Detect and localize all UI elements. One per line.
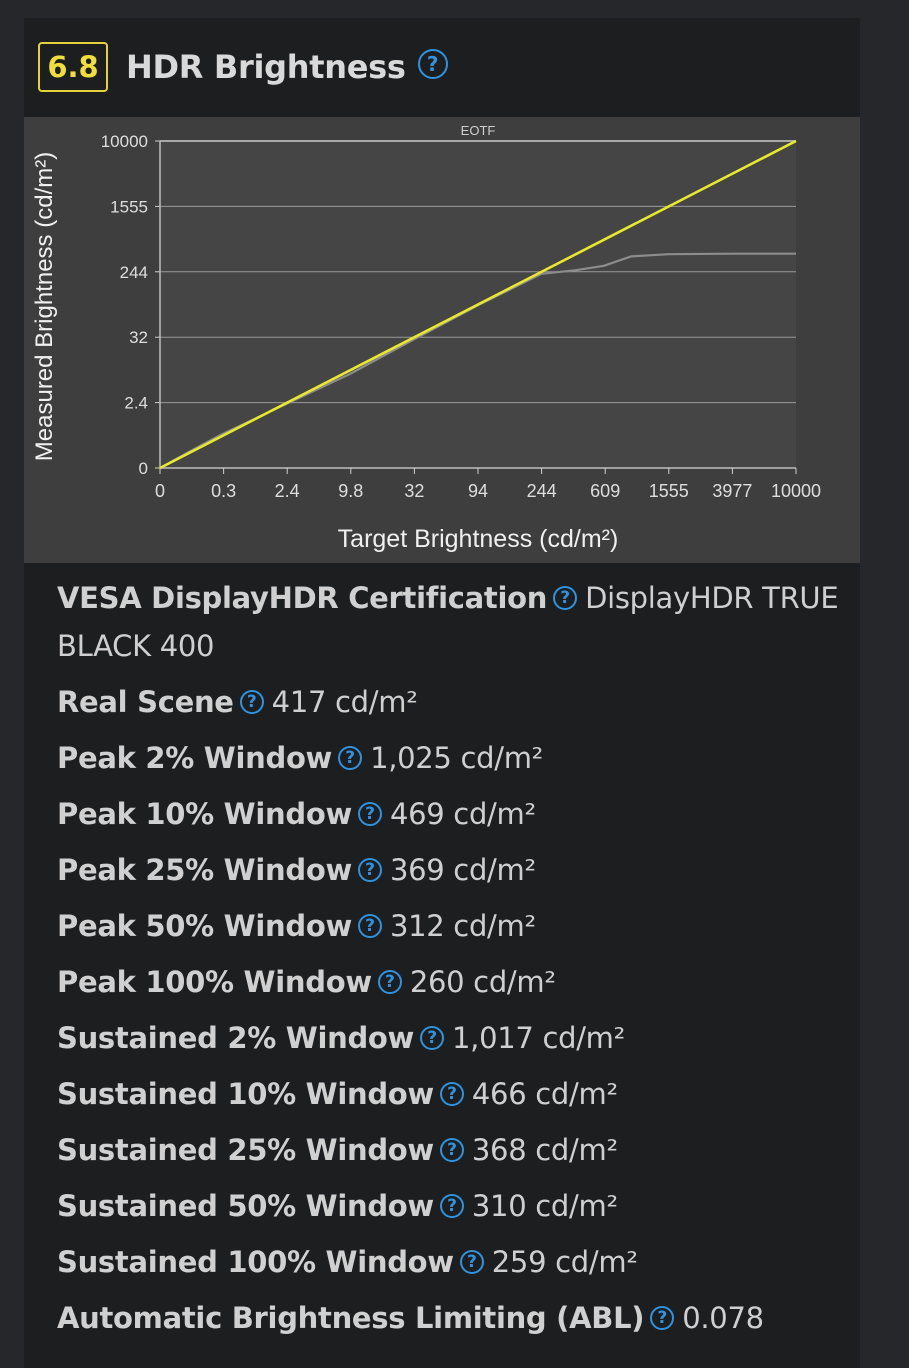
spec-value: 1,017 cd/m²	[452, 1021, 625, 1055]
reference-eotf-line	[159, 139, 797, 470]
y-axis-label: Measured Brightness (cd/m²)	[31, 152, 58, 461]
spec-value: DisplayHDR TRUE BLACK 400	[57, 581, 839, 663]
spec-row: Sustained 25% Window? 368 cd/m²	[57, 1126, 847, 1174]
spec-value: 259 cd/m²	[491, 1245, 638, 1279]
spec-row: Sustained 50% Window? 310 cd/m²	[57, 1182, 847, 1230]
spec-label: Sustained 100% Window	[57, 1245, 454, 1279]
question-circle-icon[interactable]: ?	[420, 1026, 445, 1050]
spec-row: Peak 10% Window? 469 cd/m²	[57, 790, 847, 838]
spec-row: Sustained 2% Window? 1,017 cd/m²	[57, 1014, 847, 1062]
spec-label: Sustained 10% Window	[57, 1077, 434, 1111]
question-circle-icon[interactable]: ?	[417, 49, 448, 79]
spec-label: Sustained 25% Window	[57, 1133, 434, 1167]
spec-value: 310 cd/m²	[471, 1189, 618, 1223]
question-circle-icon[interactable]: ?	[357, 802, 382, 826]
spec-row: Sustained 100% Window? 259 cd/m²	[57, 1238, 847, 1286]
spec-row: Peak 50% Window? 312 cd/m²	[57, 902, 847, 950]
spec-row: VESA DisplayHDR Certification? DisplayHDR…	[57, 574, 847, 670]
spec-row: Automatic Brightness Limiting (ABL)? 0.07…	[57, 1294, 847, 1342]
question-circle-icon[interactable]: ?	[650, 1306, 675, 1330]
spec-label: Automatic Brightness Limiting (ABL)	[57, 1301, 645, 1335]
spec-value: 1,025 cd/m²	[370, 741, 543, 775]
x-tick-label: 3977	[712, 481, 752, 501]
spec-row: Peak 100% Window? 260 cd/m²	[57, 958, 847, 1006]
spec-row: Peak 25% Window? 369 cd/m²	[57, 846, 847, 894]
hdr-brightness-panel: 6.8 HDR Brightness ? 0 2.4 32 244 1555 10000 0…	[24, 18, 860, 1368]
x-axis-label: Target Brightness (cd/m²)	[338, 525, 619, 553]
section-header: 6.8 HDR Brightness ?	[38, 39, 448, 95]
spec-value: 469 cd/m²	[389, 797, 536, 831]
y-tick-label: 10000	[101, 132, 148, 151]
spec-value: 369 cd/m²	[389, 853, 536, 887]
y-tick-label: 0	[139, 459, 148, 478]
y-tick-label: 32	[129, 328, 148, 347]
question-circle-icon[interactable]: ?	[459, 1250, 484, 1274]
spec-row: Real Scene? 417 cd/m²	[57, 678, 847, 726]
x-tick-label: 10000	[771, 481, 821, 501]
y-tick-label: 1555	[110, 197, 148, 216]
question-circle-icon[interactable]: ?	[357, 914, 382, 938]
x-tick-label: 32	[404, 481, 424, 501]
y-tick-label: 2.4	[124, 394, 148, 413]
spec-label: VESA DisplayHDR Certification	[57, 581, 548, 615]
question-circle-icon[interactable]: ?	[439, 1082, 464, 1106]
section-title: HDR Brightness	[126, 48, 406, 86]
spec-value: 260 cd/m²	[409, 965, 556, 999]
y-tick-label: 244	[120, 263, 148, 282]
x-tick-label: 0.3	[211, 481, 236, 501]
score-badge: 6.8	[38, 42, 108, 92]
spec-label: Real Scene	[57, 685, 234, 719]
spec-value: 417 cd/m²	[271, 685, 418, 719]
chart-title: EOTF	[461, 123, 496, 138]
question-circle-icon[interactable]: ?	[439, 1194, 464, 1218]
spec-label: Peak 10% Window	[57, 797, 352, 831]
spec-value: 0.078	[682, 1301, 764, 1335]
x-tick-label: 244	[527, 481, 557, 501]
spec-label: Sustained 2% Window	[57, 1021, 415, 1055]
question-circle-icon[interactable]: ?	[377, 970, 402, 994]
spec-row: Peak 2% Window? 1,025 cd/m²	[57, 734, 847, 782]
spec-label: Peak 2% Window	[57, 741, 333, 775]
question-circle-icon[interactable]: ?	[239, 690, 264, 714]
question-circle-icon[interactable]: ?	[553, 586, 578, 610]
spec-list: VESA DisplayHDR Certification? DisplayHDR…	[57, 574, 847, 1350]
question-circle-icon[interactable]: ?	[338, 746, 363, 770]
question-circle-icon[interactable]: ?	[439, 1138, 464, 1162]
spec-label: Peak 50% Window	[57, 909, 352, 943]
x-tick-label: 94	[468, 481, 488, 501]
spec-label: Peak 25% Window	[57, 853, 352, 887]
eotf-chart-svg: 0 2.4 32 244 1555 10000 0 0.3 2.4 9.8 32 94 244 609 15…	[31, 123, 821, 553]
eotf-chart: 0 2.4 32 244 1555 10000 0 0.3 2.4 9.8 32 94 244 609 15…	[24, 117, 860, 563]
x-tick-label: 0	[155, 481, 165, 501]
x-tick-label: 609	[590, 481, 620, 501]
spec-label: Peak 100% Window	[57, 965, 372, 999]
spec-value: 368 cd/m²	[471, 1133, 618, 1167]
question-circle-icon[interactable]: ?	[357, 858, 382, 882]
x-tick-label: 2.4	[275, 481, 300, 501]
x-tick-label: 9.8	[338, 481, 363, 501]
spec-row: Sustained 10% Window? 466 cd/m²	[57, 1070, 847, 1118]
x-tick-label: 1555	[649, 481, 689, 501]
spec-value: 466 cd/m²	[471, 1077, 618, 1111]
spec-label: Sustained 50% Window	[57, 1189, 434, 1223]
spec-value: 312 cd/m²	[389, 909, 536, 943]
